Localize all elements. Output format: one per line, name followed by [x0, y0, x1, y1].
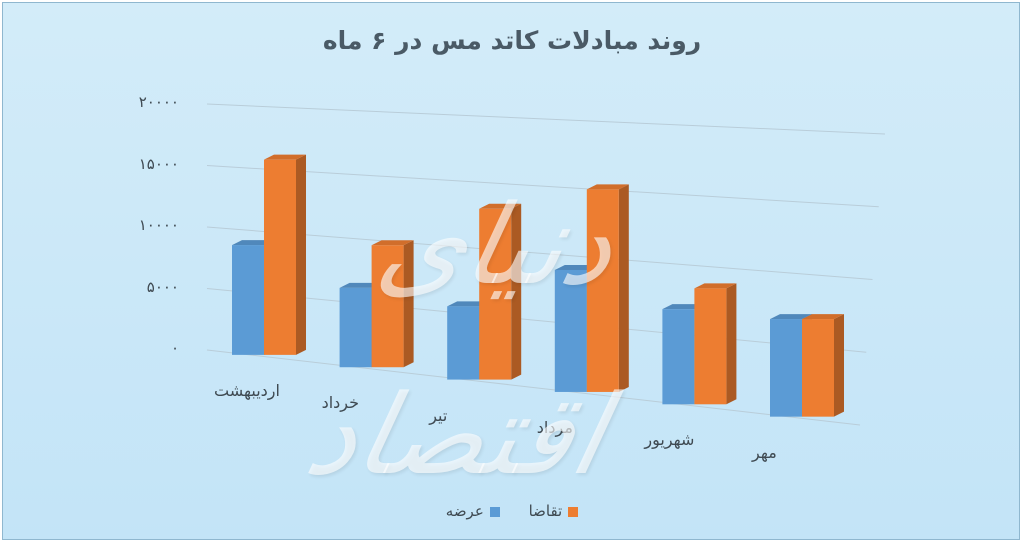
gridline	[206, 226, 873, 280]
bar-demand	[371, 240, 414, 368]
gridline	[206, 103, 886, 135]
bar-demand	[264, 154, 306, 355]
legend-label-demand: تقاضا	[528, 502, 563, 520]
y-tick-label: ۰	[170, 339, 179, 357]
y-tick-label: ۱۰۰۰۰	[138, 216, 179, 234]
y-tick-label: ۲۰۰۰۰	[138, 93, 179, 111]
x-tick-label: تیر	[429, 405, 448, 425]
gridline	[206, 349, 861, 426]
legend: تقاضا عرضه	[0, 502, 1024, 520]
y-tick-label: ۱۵۰۰۰	[138, 154, 179, 173]
x-tick-label: مرداد	[536, 417, 573, 437]
bar-demand	[479, 203, 522, 380]
gridline	[206, 165, 879, 208]
legend-swatch-supply	[489, 506, 500, 517]
bar-demand	[802, 314, 844, 417]
y-tick-label: ۵۰۰۰	[146, 277, 179, 296]
legend-label-supply: عرضه	[445, 502, 484, 520]
legend-swatch-demand	[568, 506, 579, 517]
chart-title: روند مبادلات کاتد مس در ۶ ماه	[322, 26, 702, 55]
bar-demand	[694, 283, 737, 405]
legend-item-demand: تقاضا	[529, 502, 579, 520]
legend-item-supply: عرضه	[446, 502, 500, 520]
x-tick-label: شهریور	[644, 430, 695, 450]
x-tick-label: خرداد	[321, 393, 360, 413]
x-tick-label: اردیبهشت	[214, 380, 280, 400]
x-tick-label: مهر	[752, 442, 777, 462]
gridline	[206, 288, 867, 353]
bar-demand	[586, 184, 629, 392]
